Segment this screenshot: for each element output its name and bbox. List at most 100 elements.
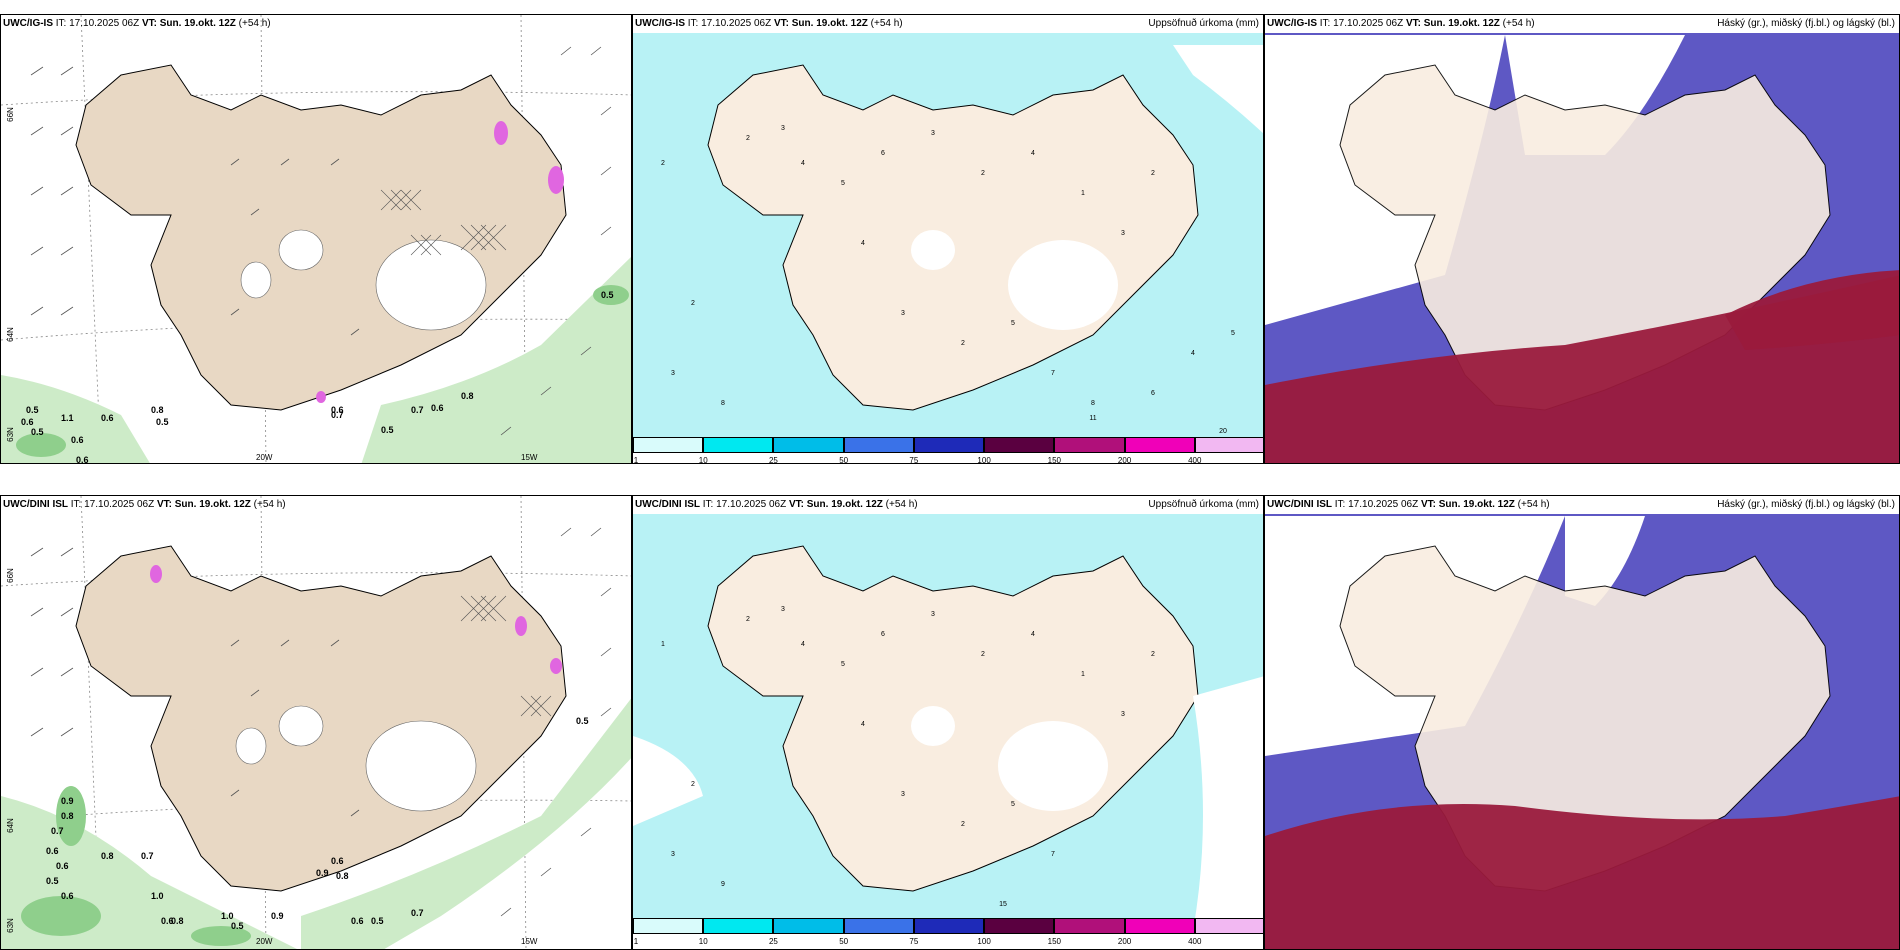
wind-speed-label: 0.6 [101, 413, 114, 423]
wind-speed-label: 0.5 [601, 290, 614, 300]
clear-area-2 [1565, 516, 1645, 606]
wind-speed-label: 0.6 [71, 435, 84, 445]
cloud-title: Háský (gr.), miðský (fj.bl.) og lágský (… [1717, 499, 1895, 510]
legend-swatch [913, 918, 985, 934]
cloud-title: Háský (gr.), miðský (fj.bl.) og lágský (… [1717, 18, 1895, 29]
precip-legend: 1 10 25 50 75 100 150 200 400 [633, 916, 1263, 946]
wind-speed-label: 1.1 [61, 413, 74, 423]
svg-text:2: 2 [1151, 651, 1155, 658]
svg-text:1: 1 [1081, 190, 1085, 197]
svg-text:4: 4 [1031, 150, 1035, 157]
precip-title: Uppsöfnuð úrkoma (mm) [1148, 18, 1259, 29]
wind-label-layer: 0.9 0.8 0.7 0.6 0.6 0.5 0.6 0.8 0.7 1.0 0.6 0.8 1.0 0… [1, 496, 631, 949]
valid-time: VT: Sun. 19.okt. 12Z [156, 499, 251, 510]
svg-text:3: 3 [781, 606, 785, 613]
wind-speed-label: 0.7 [411, 908, 424, 918]
lead-time: (+54 h) [253, 499, 286, 510]
issue-time: IT: 17.10.2025 06Z [1334, 499, 1419, 510]
legend-tick-label: 100 [977, 937, 991, 946]
svg-text:8: 8 [721, 400, 725, 407]
wind-speed-label: 1.0 [151, 891, 164, 901]
wind-speed-label: 0.9 [316, 868, 329, 878]
legend-swatch [703, 437, 774, 453]
wind-map-panel-row1: UWC/IG-IS IT: 17.10.2025 06Z VT: Sun. 19… [0, 14, 632, 464]
cloud-map-svg-row2 [1265, 514, 1899, 949]
svg-text:9: 9 [721, 881, 725, 888]
precip-map-svg-row1: 2 3 4 5 6 3 2 4 1 3 2 4 3 2 5 7 8 6 4 5 2 3 8 2 11 20 [633, 33, 1263, 445]
legend-swatch [703, 918, 774, 934]
wind-barbs [30, 46, 612, 436]
legend-tick-label: 25 [768, 937, 778, 946]
legend-swatch [913, 437, 985, 453]
legend-swatch [984, 437, 1055, 453]
svg-text:8: 8 [1091, 400, 1095, 407]
wind-speed-label: 0.5 [576, 716, 589, 726]
legend-tick-label: 150 [1047, 937, 1062, 946]
wind-speed-label: 0.9 [61, 796, 74, 806]
panel-header: UWC/IG-IS IT: 17.10.2025 06Z VT: Sun. 19… [3, 18, 271, 29]
wind-speed-label: 0.5 [31, 427, 44, 437]
legend-tick-label: 100 [977, 456, 991, 464]
svg-text:4: 4 [801, 641, 805, 648]
wind-speed-label: 0.5 [381, 425, 394, 435]
wind-speed-label: 0.6 [351, 916, 364, 926]
cloud-map-panel-row2: UWC/DINI ISL IT: 17.10.2025 06Z VT: Sun.… [1264, 495, 1900, 950]
svg-text:3: 3 [781, 125, 785, 132]
cloud-map-svg-row1 [1265, 33, 1899, 463]
wind-speed-label: 0.5 [156, 417, 169, 427]
legend-swatch [633, 437, 704, 453]
valid-time: VT: Sun. 19.okt. 12Z [141, 18, 236, 29]
svg-text:4: 4 [861, 721, 865, 728]
legend-swatch [1194, 437, 1263, 453]
wind-speed-label: 0.9 [271, 911, 284, 921]
low-cloud-red [1265, 796, 1899, 949]
model-name: UWC/IG-IS [3, 18, 53, 29]
no-precip-areas [911, 45, 1263, 330]
wind-map-svg-row2 [1, 496, 631, 949]
svg-text:3: 3 [901, 791, 905, 798]
wind-speed-label: 0.6 [331, 856, 344, 866]
valid-time: VT: Sun. 19.okt. 12Z [1420, 499, 1515, 510]
svg-text:6: 6 [1151, 390, 1155, 397]
svg-text:2: 2 [1151, 170, 1155, 177]
pink-cells [316, 121, 564, 403]
wind-speed-label: 0.8 [336, 871, 349, 881]
lead-time: (+54 h) [885, 499, 918, 510]
legend-tick-label: 50 [839, 937, 849, 946]
legend-swatch [843, 918, 914, 934]
wind-speed-label: 0.5 [46, 876, 59, 886]
model-name: UWC/IG-IS [1267, 18, 1317, 29]
lead-time: (+54 h) [238, 18, 271, 29]
wind-speed-label: 0.8 [101, 851, 114, 861]
legend-tick-label: 25 [768, 456, 778, 464]
precip-value-marks: 2 3 4 5 6 3 2 4 1 3 2 4 3 2 5 7 8 6 4 5 2 3 8 2 11 20 [661, 125, 1235, 435]
svg-text:5: 5 [1231, 330, 1235, 337]
legend-swatch [984, 918, 1055, 934]
svg-text:2: 2 [961, 340, 965, 347]
issue-time: IT: 17.10.2025 06Z [1319, 18, 1404, 29]
wind-speed-label: 0.5 [231, 921, 244, 931]
panel-header: UWC/DINI ISL IT: 17.10.2025 06Z VT: Sun.… [635, 499, 918, 510]
model-name: UWC/IG-IS [635, 18, 685, 29]
svg-text:3: 3 [931, 611, 935, 618]
legend-tick-label: 1 [633, 456, 639, 464]
svg-text:2: 2 [746, 135, 750, 142]
lead-time: (+54 h) [870, 18, 903, 29]
precip-green-dark [21, 786, 251, 946]
wind-speed-label: 0.5 [371, 916, 384, 926]
svg-text:6: 6 [881, 631, 885, 638]
svg-text:3: 3 [671, 851, 675, 858]
wind-speed-label: 0.7 [51, 826, 64, 836]
lon-label-right: 15W [521, 937, 538, 946]
lon-label-left: 20W [256, 937, 273, 946]
lead-time: (+54 h) [1517, 499, 1550, 510]
svg-text:5: 5 [841, 661, 845, 668]
wind-speed-label: 0.6 [56, 861, 69, 871]
svg-text:3: 3 [1121, 711, 1125, 718]
valid-time: VT: Sun. 19.okt. 12Z [773, 18, 868, 29]
precip-map-svg-row2: 2 3 4 5 6 3 2 4 1 3 2 4 3 2 5 7 2 3 9 1 15 [633, 514, 1263, 931]
svg-text:2: 2 [961, 821, 965, 828]
svg-text:4: 4 [1191, 350, 1195, 357]
svg-text:2: 2 [691, 781, 695, 788]
panel-header: UWC/IG-IS IT: 17.10.2025 06Z VT: Sun. 19… [635, 18, 903, 29]
